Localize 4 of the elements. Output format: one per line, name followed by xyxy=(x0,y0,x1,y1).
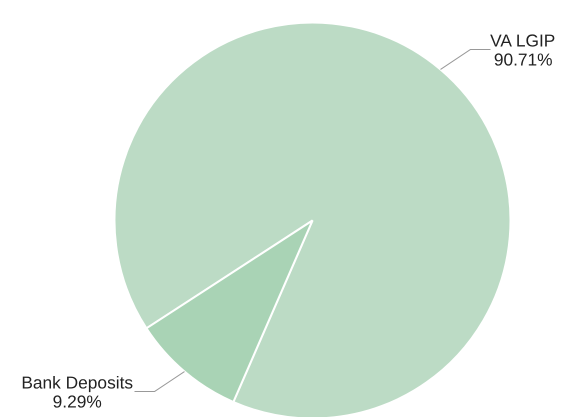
slice-label: Bank Deposits xyxy=(21,372,134,393)
data-label: 90.71% xyxy=(494,49,553,70)
slice-label: VA LGIP xyxy=(490,30,556,50)
data-label: 9.29% xyxy=(52,392,102,412)
